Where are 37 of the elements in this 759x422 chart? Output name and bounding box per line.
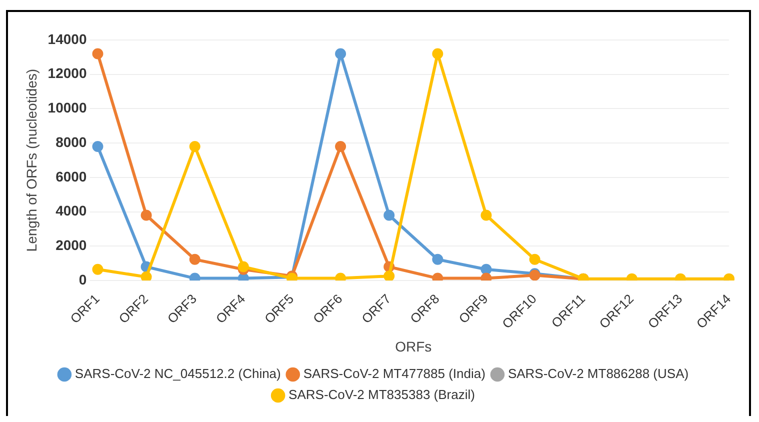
legend-label: SARS-CoV-2 MT835383 (Brazil): [288, 387, 475, 402]
legend-label: SARS-CoV-2 NC_045512.2 (China): [74, 366, 281, 382]
point: [189, 141, 200, 152]
point: [335, 141, 346, 152]
point: [432, 272, 444, 281]
point: [189, 272, 200, 281]
point: [140, 271, 152, 281]
legend-label: SARS-CoV-2 MT886288 (USA): [508, 366, 689, 382]
legend-label: SARS-CoV-2 MT477885 (India): [303, 366, 486, 382]
point: [140, 210, 152, 221]
point: [92, 141, 104, 152]
point: [432, 48, 444, 60]
point: [189, 254, 200, 265]
point: [724, 273, 734, 281]
point: [432, 254, 444, 265]
point: [238, 272, 249, 281]
point: [238, 261, 249, 272]
point: [480, 210, 492, 221]
y-tick-label: 10000: [48, 100, 87, 116]
y-tick-label: 12000: [48, 65, 87, 82]
x-axis-title: ORFs: [395, 338, 432, 354]
y-tick-label: 6000: [56, 168, 87, 184]
point: [384, 270, 395, 281]
y-tick-label: 14000: [48, 30, 87, 47]
point: [335, 48, 346, 60]
point: [92, 48, 104, 60]
point: [529, 254, 540, 265]
y-tick-label: 2000: [56, 237, 87, 254]
point: [92, 264, 104, 275]
point: [480, 264, 492, 275]
y-tick-label: 0: [78, 271, 87, 288]
y-tick-label: 8000: [56, 134, 87, 150]
point: [480, 272, 492, 281]
y-axis-title: Length of ORFs (nucleotides): [23, 68, 40, 252]
y-tick-label: 4000: [56, 202, 87, 219]
point: [335, 272, 346, 281]
point: [384, 210, 395, 221]
